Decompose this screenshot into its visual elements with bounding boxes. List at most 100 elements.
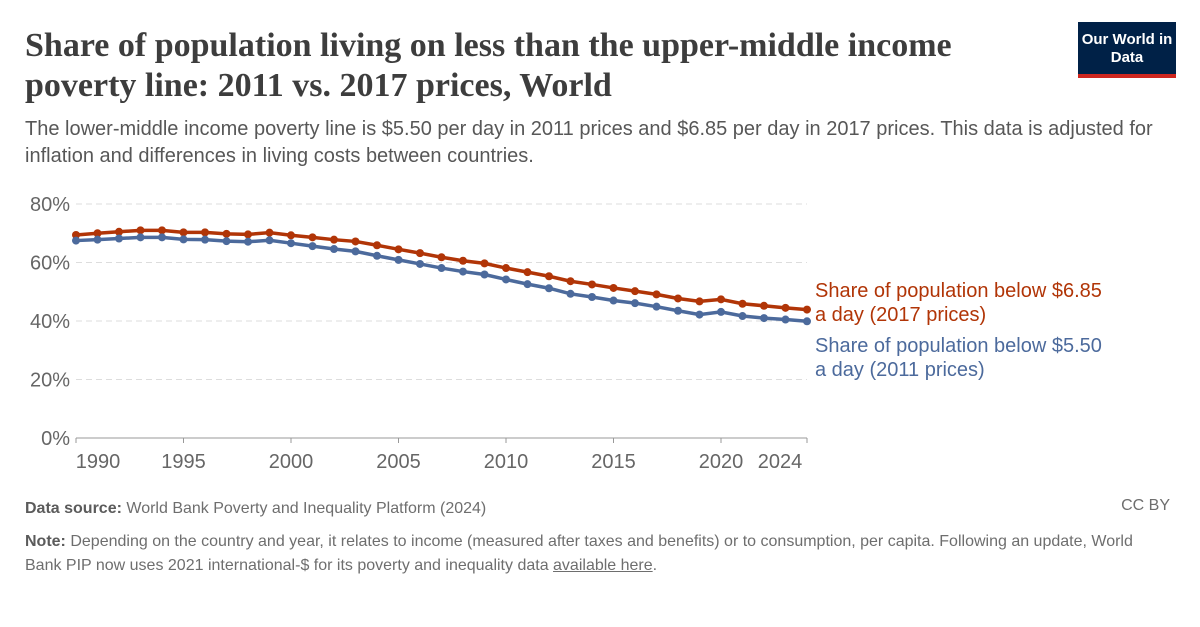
data-point (222, 237, 231, 246)
data-point (695, 310, 704, 319)
data-point (287, 239, 295, 248)
chart-subtitle: The lower-middle income poverty line is … (25, 118, 1153, 167)
data-source: Data source: World Bank Poverty and Ineq… (25, 497, 486, 521)
data-point (287, 231, 295, 240)
data-point (265, 228, 274, 237)
data-point (545, 284, 553, 293)
data-point (437, 264, 446, 273)
data-point (394, 245, 403, 254)
data-point (459, 256, 467, 265)
data-point (588, 280, 596, 289)
data-point (738, 299, 747, 308)
chart-header: Share of population living on less than … (25, 26, 1175, 170)
data-point (244, 237, 252, 246)
data-point (158, 226, 166, 235)
data-point (459, 267, 467, 276)
data-point (588, 293, 596, 302)
data-point (416, 259, 424, 268)
data-point (781, 315, 790, 324)
data-point (674, 294, 682, 303)
data-point (351, 247, 360, 256)
y-tick-label: 0% (41, 428, 70, 450)
available-here-link[interactable]: available here (553, 557, 653, 574)
series-label: a day (2017 prices) (815, 304, 986, 326)
data-point (631, 287, 639, 296)
data-point (566, 289, 575, 298)
data-point (93, 229, 102, 238)
note-end: . (652, 557, 658, 574)
data-point (265, 236, 274, 245)
note: Note: Depending on the country and year,… (25, 530, 1155, 578)
x-tick-label: 2005 (376, 451, 421, 473)
data-point (136, 233, 145, 242)
x-tick-label: 1990 (76, 451, 121, 473)
data-point (373, 251, 381, 260)
data-point (244, 230, 252, 239)
note-label: Note: (25, 533, 66, 550)
chart-title: Share of population living on less than … (25, 27, 952, 104)
series-label: Share of population below $6.85 (815, 280, 1102, 302)
data-point (330, 245, 338, 254)
owid-logo[interactable]: Our World in Data (1078, 22, 1176, 78)
y-tick-label: 60% (30, 253, 70, 275)
data-point (760, 314, 768, 323)
data-point (803, 305, 811, 314)
data-point (373, 241, 381, 250)
data-point (652, 302, 661, 311)
data-point (631, 299, 639, 308)
x-tick-label: 2015 (591, 451, 636, 473)
data-point (803, 317, 811, 326)
data-point (351, 237, 360, 246)
data-point (115, 227, 123, 236)
y-tick-label: 80% (30, 194, 70, 216)
data-point (545, 272, 553, 281)
x-tick-label: 2020 (699, 451, 744, 473)
data-point (717, 307, 725, 316)
license[interactable]: CC BY (1121, 497, 1170, 514)
x-tick-label: 1995 (161, 451, 206, 473)
data-point (717, 295, 725, 304)
data-point (394, 255, 403, 264)
x-tick-label: 2024 (758, 451, 803, 473)
data-point (523, 280, 532, 289)
data-point (480, 259, 489, 268)
data-point (695, 297, 704, 306)
data-point (201, 235, 209, 244)
data-point (437, 253, 446, 262)
data-point (738, 312, 747, 321)
y-tick-label: 40% (30, 311, 70, 333)
source-text: World Bank Poverty and Inequality Platfo… (126, 500, 487, 517)
data-point (330, 235, 338, 244)
series-line (75, 235, 808, 324)
data-point (609, 296, 618, 305)
data-point (179, 235, 188, 244)
data-point (115, 234, 123, 243)
data-point (72, 231, 80, 240)
data-point (136, 226, 145, 235)
data-point (308, 242, 317, 251)
series-label: Share of population below $5.50 (815, 335, 1102, 357)
data-point (222, 229, 231, 238)
data-point (502, 264, 510, 273)
data-point (416, 249, 424, 258)
data-point (308, 233, 317, 242)
data-point (760, 301, 768, 310)
note-text: Depending on the country and year, it re… (25, 533, 1133, 574)
y-tick-label: 20% (30, 370, 70, 392)
data-point (502, 275, 510, 284)
series-label: a day (2011 prices) (815, 359, 985, 381)
data-point (480, 270, 489, 279)
data-point (201, 228, 209, 237)
data-point (523, 268, 532, 277)
data-point (652, 290, 661, 299)
source-label: Data source: (25, 500, 122, 517)
data-point (566, 277, 575, 286)
data-point (158, 233, 166, 242)
data-point (93, 235, 102, 244)
data-point (72, 236, 80, 245)
data-point (674, 306, 682, 315)
data-point (179, 228, 188, 237)
x-tick-label: 2000 (269, 451, 314, 473)
x-tick-label: 2010 (484, 451, 529, 473)
